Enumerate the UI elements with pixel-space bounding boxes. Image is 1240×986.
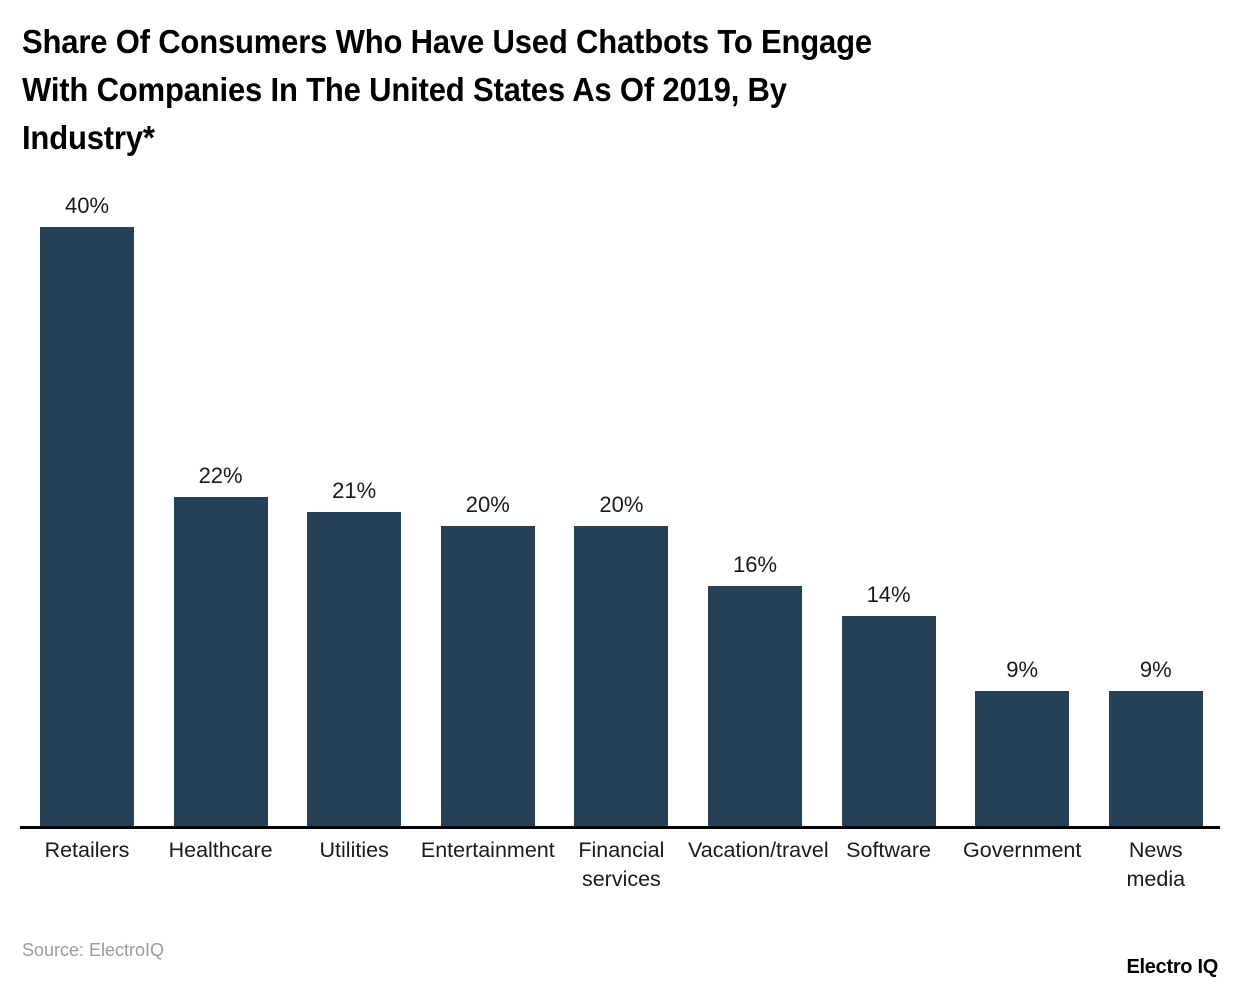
category-label: Utilities [319,838,389,862]
x-axis-line [20,826,1220,829]
bar-value-label: 40% [64,193,110,218]
bar-group[interactable]: 40% [40,180,134,826]
category-label: Government [963,838,1082,862]
bar-group[interactable]: 21% [307,180,402,826]
bar-group[interactable]: 9% [975,180,1070,826]
bar[interactable] [307,512,402,826]
bar-group[interactable]: 22% [173,180,268,826]
bar-value-label: 14% [866,582,911,607]
bar-group[interactable]: 20% [574,180,669,826]
bar[interactable] [40,227,134,826]
bar-group[interactable]: 9% [1108,180,1203,826]
source-note: Source: ElectroIQ [22,940,165,960]
bar-value-label: 20% [465,492,510,517]
page-title: Share Of Consumers Who Have Used Chatbot… [22,23,872,156]
bar-group[interactable]: 14% [841,180,936,826]
bar-value-label: 9% [1006,657,1039,682]
category-label: Healthcare [168,838,273,862]
bar-series: 40% 22% 21% 20% 20% 16% 14% 9% 9% [40,180,1203,826]
bar-group[interactable]: 20% [440,180,535,826]
bar-value-label: 20% [599,492,644,517]
category-label: Software [846,838,932,862]
brand-logo: Electro IQ [1126,956,1219,978]
category-axis-labels: Retailers Healthcare Utilities Entertainmen… [20,836,1220,906]
bar[interactable] [975,691,1070,826]
bar[interactable] [574,526,669,826]
bar[interactable] [708,586,802,826]
bar-value-label: 16% [732,552,778,577]
bar[interactable] [440,526,535,826]
plot-area: 40% 22% 21% 20% 20% 16% 14% 9% 9% [0,180,1240,828]
title-block: Share Of Consumers Who Have Used Chatbot… [22,18,1182,162]
category-label: News media [1126,838,1186,891]
category-label: Financial services [578,838,665,891]
category-label: Entertainment [420,838,555,862]
bar-value-label: 21% [332,478,377,503]
bar-value-label: 9% [1139,657,1172,682]
bar[interactable] [841,616,936,826]
category-label: Retailers [44,838,130,862]
bar[interactable] [1108,691,1203,826]
bar-value-label: 22% [198,463,243,488]
bar-group[interactable]: 16% [708,180,802,826]
category-label: Vacation/travel [688,838,829,862]
bar[interactable] [173,497,268,826]
